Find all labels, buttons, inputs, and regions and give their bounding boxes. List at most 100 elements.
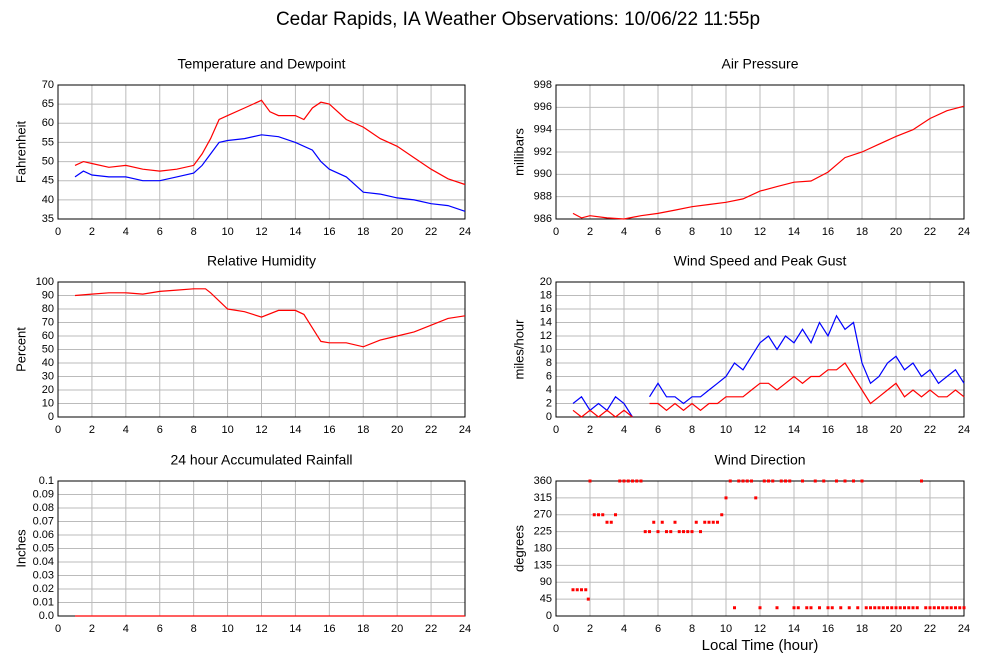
point	[724, 496, 728, 500]
point	[784, 479, 787, 483]
point	[839, 606, 843, 610]
x-tick-label: 2	[587, 623, 593, 635]
y-tick-label: 0.04	[33, 556, 54, 568]
point	[601, 513, 605, 517]
point	[818, 606, 821, 610]
series-line	[572, 362, 965, 418]
y-tick-label: 0	[48, 411, 54, 423]
point	[915, 606, 919, 610]
y-tick-label: 12	[540, 330, 552, 342]
x-tick-label: 22	[425, 623, 437, 635]
point	[937, 606, 940, 610]
point	[945, 606, 949, 610]
x-tick-label: 18	[856, 623, 868, 635]
point	[826, 606, 830, 610]
point	[682, 530, 685, 534]
y-tick-label: 986	[534, 213, 552, 225]
y-tick-label: 45	[42, 175, 54, 187]
x-tick-label: 16	[822, 623, 834, 635]
point	[830, 606, 834, 610]
x-tick-label: 24	[459, 424, 471, 436]
x-tick-label: 2	[587, 226, 593, 238]
x-tick-label: 24	[958, 226, 970, 238]
point	[822, 479, 826, 483]
plot-frame	[555, 480, 965, 617]
y-tick-label: 60	[42, 330, 54, 342]
point	[864, 606, 868, 610]
x-axis-label: Local Time (hour)	[702, 637, 819, 654]
point	[796, 606, 800, 610]
point	[699, 530, 702, 534]
y-tick-label: 100	[36, 276, 54, 288]
point	[898, 606, 902, 610]
x-tick-label: 4	[621, 424, 627, 436]
x-tick-label: 24	[459, 226, 471, 238]
point	[631, 479, 634, 483]
x-tick-label: 12	[754, 424, 766, 436]
x-tick-label: 4	[123, 424, 129, 436]
y-tick-label: 992	[534, 146, 552, 158]
x-tick-label: 12	[754, 226, 766, 238]
point	[669, 530, 673, 534]
y-tick-label: 225	[534, 526, 552, 538]
x-tick-label: 20	[391, 424, 403, 436]
point	[962, 606, 966, 610]
point	[881, 606, 885, 610]
x-tick-label: 8	[191, 623, 197, 635]
y-axis-label: miles/hour	[511, 319, 526, 380]
point	[860, 479, 864, 483]
x-tick-label: 6	[157, 424, 163, 436]
y-tick-label: 0.02	[33, 583, 54, 595]
point	[894, 606, 898, 610]
panel-title: Air Pressure	[721, 56, 798, 72]
point	[958, 606, 962, 610]
y-tick-label: 14	[540, 316, 552, 328]
y-tick-label: 0.08	[33, 502, 54, 514]
y-tick-label: 0.0	[39, 610, 54, 622]
point	[941, 606, 945, 610]
point	[775, 606, 779, 610]
point	[928, 606, 932, 610]
point	[605, 520, 609, 524]
panel-title: Relative Humidity	[207, 253, 316, 269]
point	[584, 588, 588, 592]
point	[626, 479, 630, 483]
y-tick-label: 8	[546, 357, 552, 369]
y-tick-label: 35	[42, 213, 54, 225]
x-tick-label: 20	[391, 623, 403, 635]
y-tick-label: 0.06	[33, 529, 54, 541]
point	[856, 606, 860, 610]
point	[652, 520, 656, 524]
point	[762, 479, 766, 483]
panel-title: Temperature and Dewpoint	[177, 56, 345, 72]
y-tick-label: 990	[534, 168, 552, 180]
point	[954, 606, 957, 610]
point	[571, 588, 575, 592]
y-tick-label: 6	[546, 370, 552, 382]
point	[673, 520, 677, 524]
x-tick-label: 6	[157, 623, 163, 635]
y-tick-label: 80	[42, 303, 54, 315]
point	[886, 606, 889, 610]
y-tick-label: 10	[540, 343, 552, 355]
point	[716, 520, 719, 524]
point	[580, 588, 583, 592]
y-tick-label: 30	[42, 370, 54, 382]
x-tick-label: 6	[655, 226, 661, 238]
y-tick-label: 0.09	[33, 488, 54, 500]
y-tick-label: 0.07	[33, 515, 54, 527]
panel-title: Wind Speed and Peak Gust	[674, 253, 847, 269]
plot-frame	[57, 281, 466, 418]
x-tick-label: 14	[788, 623, 800, 635]
x-tick-label: 0	[553, 424, 559, 436]
x-tick-label: 14	[289, 424, 301, 436]
point	[805, 606, 809, 610]
point	[852, 479, 855, 483]
x-tick-label: 14	[289, 226, 301, 238]
x-tick-label: 6	[655, 623, 661, 635]
point	[686, 530, 690, 534]
y-axis-label: Fahrenheit	[13, 121, 28, 184]
y-tick-label: 180	[534, 542, 552, 554]
point	[890, 606, 894, 610]
